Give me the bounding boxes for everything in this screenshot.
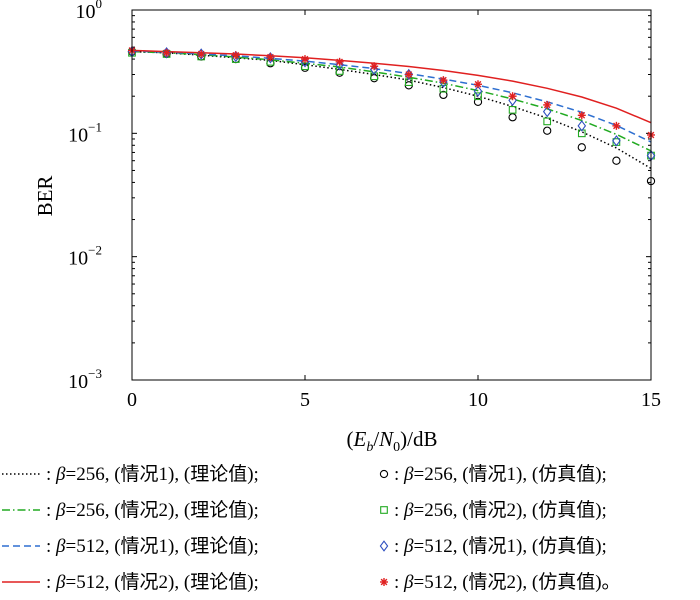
data-point-circle <box>612 156 621 165</box>
data-point-circle <box>439 90 448 100</box>
legend-item: : β=512, (情况2), (理论值); <box>2 571 259 593</box>
data-point-diamond <box>612 135 621 147</box>
data-point-asterisk <box>301 55 309 64</box>
legend-label: : β=256, (情况2), (理论值); <box>46 499 259 521</box>
data-point-asterisk <box>266 53 275 62</box>
data-point-diamond <box>335 59 344 71</box>
y-axis-label: BER <box>33 176 57 217</box>
legend-label: : β=512, (情况1), (理论值); <box>46 535 259 557</box>
legend-item: : β=256, (情况1), (理论值); <box>2 463 259 485</box>
legend-label: : β=256, (情况1), (理论值); <box>46 463 259 485</box>
legend: : β=256, (情况1), (理论值); : β=256, (情况1), (仿… <box>2 463 621 593</box>
legend-item: : β=512, (情况1), (仿真值); <box>379 535 607 557</box>
legend-item: : β=512, (情况2), (仿真值)。 <box>380 571 621 593</box>
data-point-asterisk <box>439 76 448 85</box>
x-tick-label: 15 <box>641 389 661 411</box>
tick-labels: 0 5 10 15 100 10−1 10−2 10−3 <box>68 0 661 411</box>
data-point-diamond <box>473 85 483 97</box>
y-tick-label: 10−3 <box>68 366 102 393</box>
data-point-circle <box>300 63 310 72</box>
data-point-asterisk <box>335 57 344 66</box>
legend-marker-swatch <box>380 506 388 514</box>
series-line-3 <box>131 49 652 124</box>
data-point-diamond <box>300 56 310 68</box>
data-point-asterisk <box>474 80 482 89</box>
data-point-square <box>508 106 517 114</box>
data-point-asterisk <box>543 100 552 109</box>
legend-marker-swatch <box>379 469 389 479</box>
legend-item: : β=256, (情况2), (仿真值); <box>380 499 607 521</box>
data-point-circle <box>577 143 586 152</box>
legend-label: : β=512, (情况1), (仿真值); <box>394 535 607 557</box>
legend-label: : β=256, (情况1), (仿真值); <box>394 463 607 485</box>
y-tick-label: 10−2 <box>68 243 102 270</box>
y-tick-label: 10−1 <box>68 119 102 146</box>
x-tick-label: 10 <box>468 389 488 411</box>
legend-item: : β=512, (情况1), (理论值); <box>2 535 259 557</box>
x-tick-label: 0 <box>127 389 137 411</box>
data-point-square <box>543 117 552 126</box>
data-point-asterisk <box>197 49 206 58</box>
data-point-square <box>474 92 482 101</box>
data-point-circle <box>473 97 483 106</box>
data-point-square <box>335 67 344 75</box>
legend-marker-swatch <box>379 540 389 552</box>
data-point-asterisk <box>404 70 413 79</box>
series-line-0 <box>131 50 652 170</box>
plot-markers <box>127 45 656 186</box>
data-point-circle <box>508 113 517 122</box>
legend-item: : β=256, (情况2), (理论值); <box>2 499 259 521</box>
data-point-asterisk <box>231 51 240 60</box>
data-point-square <box>439 84 448 93</box>
data-point-asterisk <box>370 62 379 71</box>
y-tick-label: 100 <box>76 0 103 23</box>
plot-series <box>131 49 652 170</box>
legend-label: : β=256, (情况2), (仿真值); <box>394 499 607 521</box>
data-point-diamond <box>266 52 275 64</box>
legend-label: : β=512, (情况2), (仿真值)。 <box>394 571 621 593</box>
data-point-asterisk <box>508 92 517 101</box>
data-point-asterisk <box>612 121 621 130</box>
data-point-asterisk <box>162 48 171 57</box>
plot-frame <box>131 9 652 381</box>
data-point-asterisk <box>577 111 586 120</box>
legend-item: : β=256, (情况1), (仿真值); <box>379 463 607 485</box>
data-point-square <box>370 72 379 81</box>
data-point-diamond <box>577 120 587 132</box>
data-point-circle <box>543 126 552 135</box>
x-tick-label: 5 <box>300 389 310 411</box>
legend-label: : β=512, (情况2), (理论值); <box>46 571 259 593</box>
x-axis-label: (Eb/N0)/dB <box>346 427 437 455</box>
legend-marker-swatch <box>380 578 388 586</box>
data-point-circle <box>370 74 379 83</box>
series-line-1 <box>131 50 652 152</box>
data-point-diamond <box>542 105 552 118</box>
